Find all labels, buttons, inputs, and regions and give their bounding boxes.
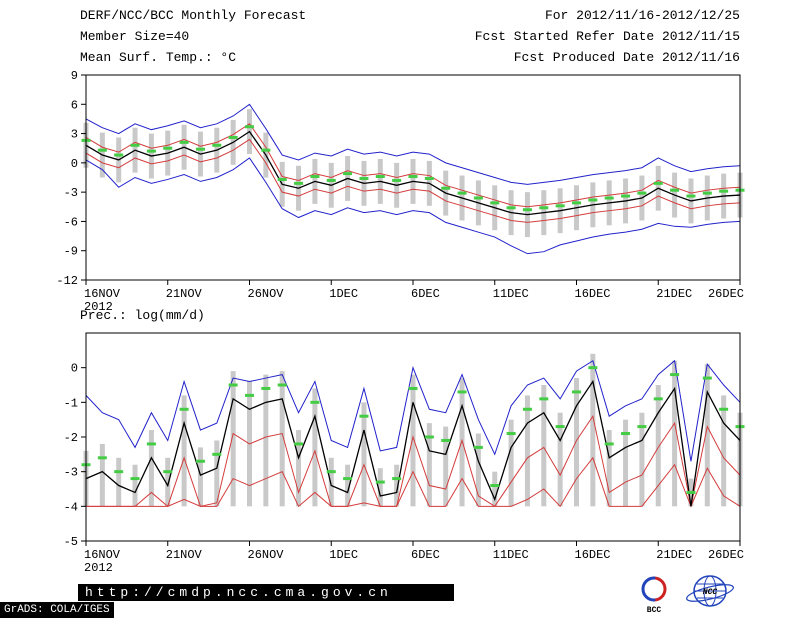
svg-text:-3: -3: [64, 466, 78, 480]
svg-text:-2: -2: [64, 431, 78, 445]
ncc-logo-icon: NCC: [686, 575, 734, 607]
svg-text:0: 0: [71, 362, 78, 376]
refer-date-label: Fcst Started Refer Date 2012/11/15: [474, 29, 740, 44]
svg-text:11DEC: 11DEC: [493, 548, 529, 562]
precipitation-chart: 0 -1 -2 -3 -4 -5 16NOV 21NOV 26NOV 1DEC 6DEC 11DEC 1…: [64, 332, 745, 575]
svg-text:6DEC: 6DEC: [411, 548, 440, 562]
svg-text:-1: -1: [64, 396, 78, 410]
svg-text:26DEC: 26DEC: [708, 548, 744, 562]
produced-date-label: Fcst Produced Date 2012/11/16: [513, 50, 740, 65]
precipitation-chart-title: Prec.: log(mm/d): [80, 308, 205, 323]
page-title: DERF/NCC/BCC Monthly Forecast: [80, 8, 307, 23]
header-right: For 2012/11/16-2012/12/25 Fcst Started R…: [475, 5, 740, 68]
svg-text:-9: -9: [64, 245, 78, 259]
svg-text:2012: 2012: [84, 561, 113, 575]
svg-text:21NOV: 21NOV: [166, 287, 203, 301]
website-url: http://cmdp.ncc.cma.gov.cn: [78, 584, 454, 601]
svg-text:3: 3: [71, 128, 78, 142]
forecast-range-label: For 2012/11/16-2012/12/25: [544, 8, 740, 23]
svg-text:21DEC: 21DEC: [656, 287, 692, 301]
svg-text:21DEC: 21DEC: [656, 548, 692, 562]
svg-text:16NOV: 16NOV: [84, 287, 121, 301]
svg-text:26NOV: 26NOV: [248, 287, 285, 301]
svg-text:9: 9: [71, 69, 78, 83]
svg-text:26NOV: 26NOV: [248, 548, 285, 562]
svg-text:-3: -3: [64, 186, 78, 200]
svg-text:16DEC: 16DEC: [575, 287, 611, 301]
bcc-logo-icon: BCC: [641, 576, 667, 615]
svg-text:-6: -6: [64, 215, 78, 229]
svg-text:0: 0: [71, 157, 78, 171]
bcc-logo-label: BCC: [647, 606, 662, 615]
svg-text:6: 6: [71, 98, 78, 112]
svg-text:2012: 2012: [84, 300, 113, 314]
temperature-chart: 9 6 3 0 -3 -6 -9 -12 16NOV 21NOV 26NOV 1DEC 6DEC 11DE…: [56, 69, 745, 314]
svg-text:16DEC: 16DEC: [575, 548, 611, 562]
svg-text:11DEC: 11DEC: [493, 287, 529, 301]
svg-text:6DEC: 6DEC: [411, 287, 440, 301]
svg-text:-12: -12: [56, 274, 78, 288]
svg-text:-5: -5: [64, 535, 78, 549]
temperature-chart-title: Mean Surf. Temp.: °C: [80, 50, 237, 65]
header-left: DERF/NCC/BCC Monthly Forecast Member Siz…: [80, 5, 306, 68]
member-size-label: Member Size=40: [80, 29, 190, 44]
svg-text:1DEC: 1DEC: [329, 287, 358, 301]
svg-text:16NOV: 16NOV: [84, 548, 121, 562]
svg-text:1DEC: 1DEC: [329, 548, 358, 562]
svg-text:-4: -4: [64, 500, 78, 514]
ncc-logo-label: NCC: [703, 588, 718, 597]
svg-text:26DEC: 26DEC: [708, 287, 744, 301]
grads-credit: GrADS: COLA/IGES: [0, 602, 114, 618]
svg-text:21NOV: 21NOV: [166, 548, 203, 562]
